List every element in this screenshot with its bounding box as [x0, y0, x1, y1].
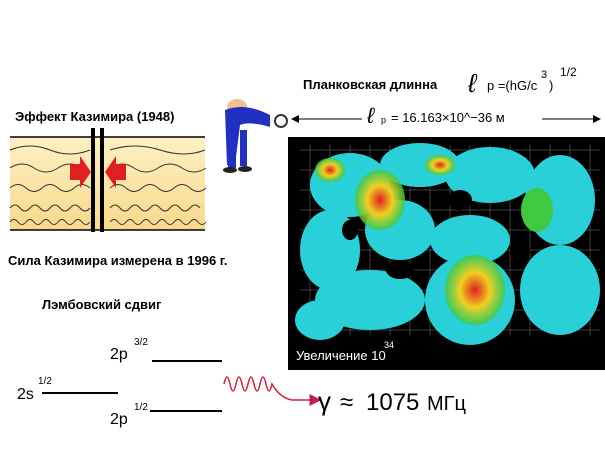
planck-power: 3: [541, 69, 547, 81]
planck-exp: 1/2: [560, 65, 577, 79]
foam-caption: Увеличение 10: [296, 348, 386, 363]
planck-formula: p =(hG/c: [487, 78, 538, 93]
planck-ell: ℓ: [467, 68, 478, 98]
foam-power: 34: [384, 340, 394, 350]
casimir-measured: Сила Казимира измерена в 1996 г.: [8, 253, 228, 268]
foam-image: Увеличение 10 34: [288, 137, 605, 370]
level-sub: 1/2: [134, 402, 148, 413]
approx: ≈: [340, 389, 353, 416]
frequency-value: 1075: [366, 389, 419, 416]
lamb-title: Лэмбовский сдвиг: [42, 297, 162, 312]
level-name: 2p: [110, 346, 128, 363]
level-sub: 1/2: [38, 376, 52, 387]
level-name: 2p: [110, 411, 128, 428]
casimir-title: Эффект Казимира (1948): [15, 109, 174, 124]
level-sub: 3/2: [134, 337, 148, 348]
planck-close: ): [549, 78, 553, 93]
level-name: 2s: [17, 386, 34, 403]
planck-title: Планковская длинна: [303, 77, 438, 92]
casimir-figure: [9, 128, 207, 232]
planck-value: = 16.163×10^−36 м: [391, 110, 505, 125]
planck-sub: p: [381, 115, 386, 125]
gamma: γ: [318, 386, 331, 416]
frequency-unit: МГц: [427, 393, 466, 415]
planck-ell: ℓ: [366, 103, 375, 128]
photon-wave: [223, 376, 322, 406]
observer-figure: [223, 99, 288, 173]
